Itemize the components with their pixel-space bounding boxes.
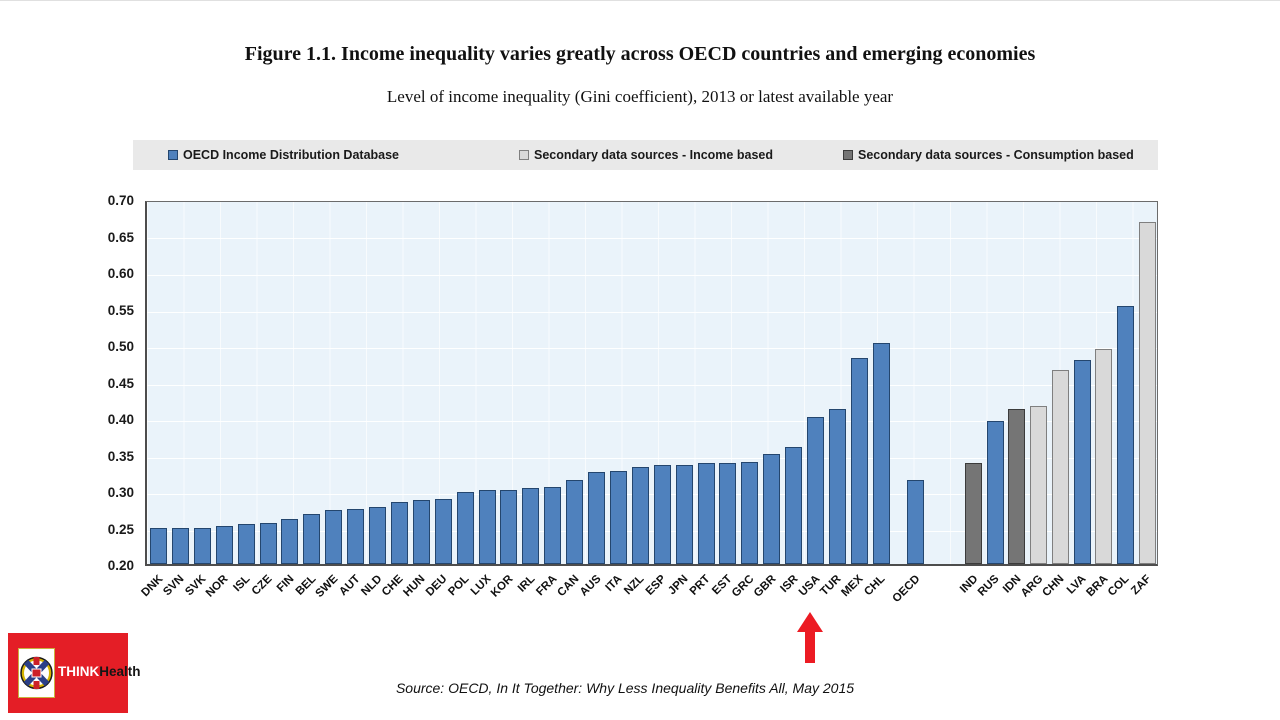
bar-can bbox=[566, 480, 584, 564]
legend-label: Secondary data sources - Consumption bas… bbox=[858, 148, 1134, 162]
gridline bbox=[147, 494, 1157, 495]
thinkhealth-emblem-icon bbox=[18, 648, 55, 698]
gridline bbox=[147, 458, 1157, 459]
bar-lux bbox=[478, 489, 496, 564]
bar-fra bbox=[544, 486, 562, 564]
bar-prt bbox=[697, 463, 715, 564]
bar-swe bbox=[325, 509, 343, 564]
bar-fin bbox=[281, 518, 299, 564]
bar-oecd bbox=[907, 480, 924, 564]
gridline bbox=[147, 312, 1157, 313]
bar-zaf bbox=[1138, 221, 1156, 564]
y-tick-0.60: 0.60 bbox=[107, 266, 134, 281]
bar-cze bbox=[259, 523, 277, 564]
bar-aut bbox=[347, 508, 365, 564]
y-tick-0.50: 0.50 bbox=[107, 339, 134, 354]
bar-kor bbox=[500, 489, 518, 564]
thinkhealth-logo: THINKHealth bbox=[8, 633, 141, 713]
bar-isl bbox=[237, 523, 255, 564]
gridline bbox=[147, 238, 1157, 239]
bar-isr bbox=[785, 447, 803, 564]
gridline bbox=[147, 348, 1157, 349]
bar-tur bbox=[828, 409, 846, 564]
gridline bbox=[147, 275, 1157, 276]
bar-usa bbox=[807, 417, 824, 564]
bar-bra bbox=[1095, 348, 1113, 564]
y-tick-0.25: 0.25 bbox=[107, 521, 134, 537]
bar-arg bbox=[1030, 405, 1048, 564]
bar-jpn bbox=[675, 464, 693, 564]
gridline bbox=[147, 421, 1157, 422]
legend-label: OECD Income Distribution Database bbox=[183, 148, 400, 162]
bar-svk bbox=[193, 527, 211, 564]
legend-swatch-lightgray-icon bbox=[519, 150, 529, 160]
bar-aus bbox=[588, 472, 605, 564]
y-tick-0.20: 0.20 bbox=[107, 558, 134, 573]
y-tick-0.40: 0.40 bbox=[107, 412, 134, 427]
y-tick-0.45: 0.45 bbox=[107, 375, 134, 391]
bar-hun bbox=[412, 499, 430, 564]
bar-nld bbox=[369, 507, 386, 564]
bar-pol bbox=[456, 491, 474, 564]
legend-swatch-blue-icon bbox=[168, 150, 178, 160]
bar-esp bbox=[653, 465, 671, 564]
y-tick-0.55: 0.55 bbox=[107, 302, 134, 318]
bar-dnk bbox=[150, 528, 167, 564]
y-tick-0.30: 0.30 bbox=[107, 485, 134, 500]
logo-think-text: THINK bbox=[58, 664, 100, 679]
legend-swatch-darkgray-icon bbox=[843, 150, 853, 160]
bar-bel bbox=[303, 514, 321, 564]
bar-lva bbox=[1073, 360, 1091, 564]
red-arrow-annotation-usa bbox=[796, 612, 823, 663]
bar-deu bbox=[434, 499, 452, 564]
bar-svn bbox=[171, 527, 189, 564]
legend-item-secondary-consumption: Secondary data sources - Consumption bas… bbox=[843, 140, 1134, 170]
pinwheel-icon bbox=[20, 656, 53, 690]
source-note: Source: OECD, In It Together: Why Less I… bbox=[395, 680, 855, 696]
figure-title: Figure 1.1. Income inequality varies gre… bbox=[244, 43, 1036, 65]
bar-ita bbox=[609, 471, 627, 564]
bar-chl bbox=[872, 342, 890, 564]
legend-item-oecd-idd: OECD Income Distribution Database bbox=[168, 140, 399, 170]
y-tick-0.35: 0.35 bbox=[107, 448, 134, 464]
bar-mex bbox=[850, 358, 868, 564]
thinkhealth-wordmark: THINKHealth bbox=[58, 664, 141, 679]
bar-col bbox=[1116, 305, 1134, 564]
legend: OECD Income Distribution Database Second… bbox=[133, 140, 1158, 170]
legend-item-secondary-income: Secondary data sources - Income based bbox=[519, 140, 773, 170]
bar-nzl bbox=[631, 466, 649, 564]
bar-chn bbox=[1051, 369, 1069, 564]
bar-idn bbox=[1008, 408, 1026, 564]
gridline bbox=[147, 531, 1157, 532]
plot-area bbox=[145, 201, 1158, 566]
bar-grc bbox=[741, 461, 759, 564]
legend-label: Secondary data sources - Income based bbox=[534, 148, 773, 162]
gridline bbox=[147, 385, 1157, 386]
logo-health-text: Health bbox=[99, 664, 141, 679]
bar-nor bbox=[215, 526, 233, 564]
figure-subtitle: Level of income inequality (Gini coeffic… bbox=[386, 87, 894, 106]
y-tick-0.70: 0.70 bbox=[107, 193, 134, 208]
bar-che bbox=[390, 501, 408, 564]
y-tick-0.65: 0.65 bbox=[107, 229, 134, 245]
bar-gbr bbox=[763, 453, 781, 564]
bar-ind bbox=[965, 462, 982, 564]
bar-est bbox=[719, 462, 737, 564]
bar-rus bbox=[986, 420, 1004, 564]
bar-irl bbox=[522, 488, 540, 564]
